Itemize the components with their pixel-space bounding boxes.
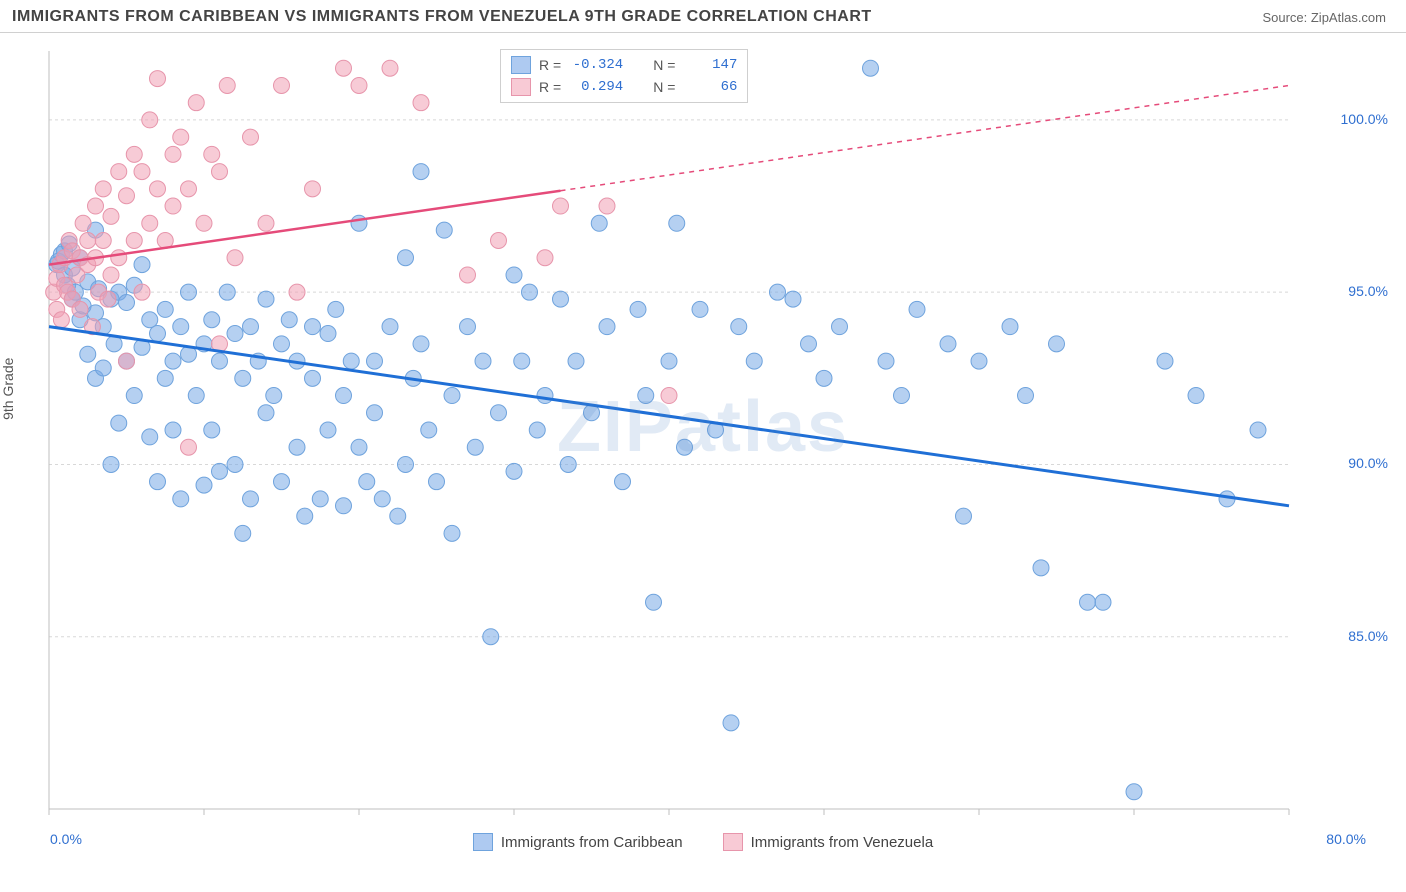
legend-label: Immigrants from Venezuela [751, 834, 934, 851]
y-axis-label: 9th Grade [0, 358, 16, 420]
source-name: ZipAtlas.com [1311, 10, 1386, 25]
correlation-legend: R = -0.324 N = 147 R = 0.294 N = 66 [500, 49, 748, 103]
legend-swatch [511, 78, 531, 96]
chart-header: IMMIGRANTS FROM CARIBBEAN VS IMMIGRANTS … [0, 0, 1406, 33]
legend-item: Immigrants from Caribbean [473, 833, 683, 851]
r-label: R = [539, 57, 561, 73]
source-prefix: Source: [1262, 10, 1310, 25]
legend-item: Immigrants from Venezuela [723, 833, 934, 851]
legend-swatch [723, 833, 743, 851]
series-legend: Immigrants from Caribbean Immigrants from… [0, 833, 1406, 851]
r-label: R = [539, 79, 561, 95]
legend-row: R = -0.324 N = 147 [511, 54, 737, 76]
y-tick-label: 90.0% [1348, 455, 1388, 471]
n-value: 147 [683, 57, 737, 73]
chart-area: 9th Grade ZIPatlas R =-0.324N =147R = 0.… [0, 33, 1406, 853]
r-value: -0.324 [569, 57, 623, 73]
legend-row: R = 0.294 N = 66 [511, 76, 737, 98]
y-tick-label: 95.0% [1348, 283, 1388, 299]
legend-swatch [473, 833, 493, 851]
y-tick-label: 85.0% [1348, 628, 1388, 644]
chart-title: IMMIGRANTS FROM CARIBBEAN VS IMMIGRANTS … [12, 8, 872, 26]
y-tick-label: 100.0% [1341, 111, 1388, 127]
n-value: 66 [683, 79, 737, 95]
n-label: N = [653, 79, 675, 95]
n-label: N = [653, 57, 675, 73]
chart-source: Source: ZipAtlas.com [1262, 10, 1386, 25]
legend-swatch [511, 56, 531, 74]
legend-label: Immigrants from Caribbean [501, 834, 683, 851]
r-value: 0.294 [569, 79, 623, 95]
scatter-plot [45, 43, 1365, 833]
